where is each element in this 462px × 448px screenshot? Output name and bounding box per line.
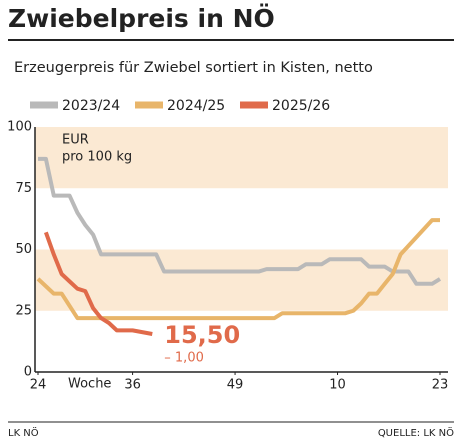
x-tick-label: 49 bbox=[227, 378, 244, 393]
y-tick-label: 100 bbox=[7, 120, 32, 135]
legend-label: 2024/25 bbox=[167, 98, 225, 114]
shaded-band bbox=[35, 127, 448, 189]
x-tick-label: 23 bbox=[432, 378, 449, 393]
y-tick-label: 75 bbox=[15, 181, 32, 196]
y-tick-label: 50 bbox=[15, 242, 32, 257]
series-line bbox=[43, 231, 153, 336]
y-tick-label: 25 bbox=[15, 303, 32, 318]
footer-left: LK NÖ bbox=[8, 426, 39, 439]
chart-subtitle: Erzeugerpreis für Zwiebel sortiert in Ki… bbox=[14, 60, 373, 76]
annotation: – 1,00 bbox=[164, 351, 204, 366]
footer-right: QUELLE: LK NÖ bbox=[378, 426, 454, 439]
x-tick-label: 10 bbox=[329, 378, 346, 393]
legend-label: 2025/26 bbox=[272, 98, 330, 114]
y-unit: EUR bbox=[62, 133, 89, 148]
series-line bbox=[36, 218, 440, 321]
y-tick-label: 0 bbox=[24, 365, 32, 380]
x-axis-label: Woche bbox=[68, 377, 111, 392]
y-unit: pro 100 kg bbox=[62, 150, 132, 165]
value-label: 15,50 bbox=[164, 321, 240, 349]
x-tick-label: 24 bbox=[30, 378, 47, 393]
legend-label: 2023/24 bbox=[62, 98, 120, 114]
shaded-band bbox=[35, 249, 448, 311]
chart-title: Zwiebelpreis in NÖ bbox=[8, 3, 275, 33]
x-tick-label: 36 bbox=[124, 378, 141, 393]
